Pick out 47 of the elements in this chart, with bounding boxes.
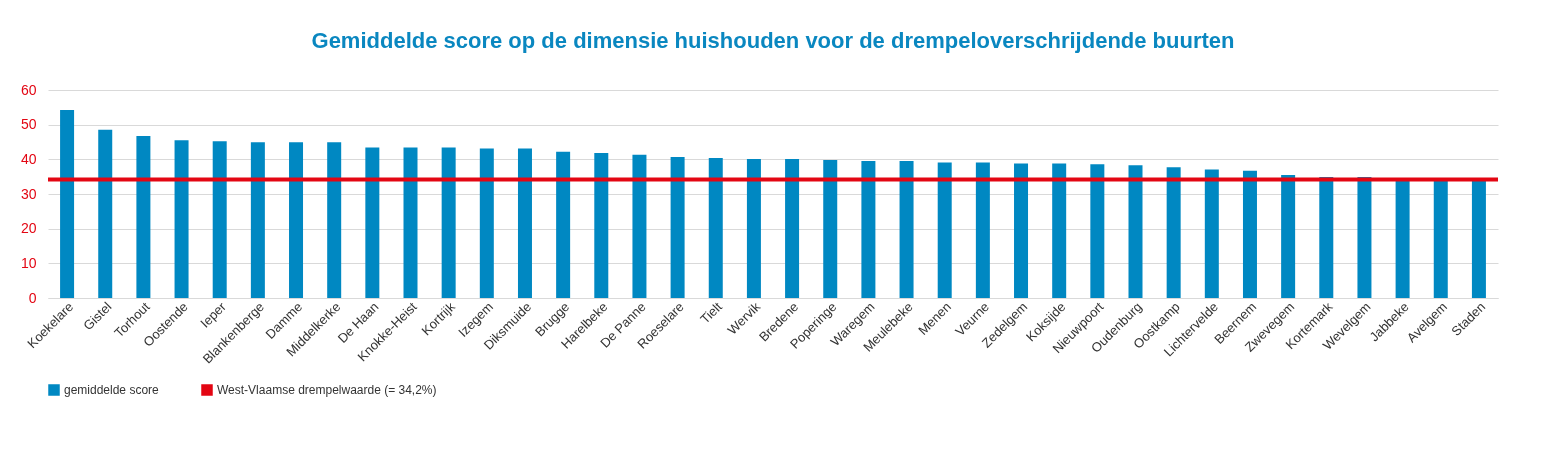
y-tick-label: 30: [20, 185, 37, 202]
bar: [1471, 180, 1486, 298]
bar: [1128, 165, 1143, 298]
bar: [1204, 169, 1219, 298]
bar: [785, 158, 800, 298]
bar: [136, 136, 151, 298]
bar: [1433, 179, 1448, 298]
bar: [212, 141, 227, 298]
bar: [670, 156, 685, 298]
bar: [327, 142, 342, 298]
bar: [1090, 164, 1105, 298]
bar: [250, 142, 265, 298]
bar: [556, 151, 571, 298]
y-tick-label: 10: [20, 254, 37, 271]
bar: [708, 157, 723, 298]
bar: [479, 148, 494, 298]
bar: [594, 153, 609, 298]
bar: [746, 158, 761, 298]
y-tick-label: 60: [20, 81, 37, 98]
y-tick-label: 0: [28, 289, 37, 306]
bar: [289, 142, 304, 298]
bar: [517, 148, 532, 298]
legend-label: gemiddelde score: [64, 383, 160, 397]
bar: [632, 154, 647, 298]
bar: [1395, 179, 1410, 298]
y-tick-label: 40: [20, 150, 37, 167]
bar: [403, 147, 418, 298]
bar: [174, 140, 189, 298]
bar: [365, 147, 380, 298]
bar: [823, 160, 838, 298]
bar: [861, 161, 876, 298]
bar: [98, 129, 113, 298]
bar: [937, 162, 952, 298]
legend-label: West-Vlaamse drempelwaarde (= 34,2%): [217, 383, 437, 397]
y-tick-label: 20: [20, 220, 37, 237]
y-tick-label: 50: [20, 116, 37, 133]
bar: [1242, 170, 1257, 298]
chart-title: Gemiddelde score op de dimensie huishouden voor de drempeloverschrijdende buurten: [311, 28, 1235, 53]
bar: [1166, 167, 1181, 298]
bar: [1281, 174, 1296, 298]
bar: [899, 161, 914, 298]
bar: [975, 162, 990, 298]
bar: [1052, 163, 1067, 298]
bar: [60, 110, 75, 298]
bar: [1014, 163, 1029, 298]
x-tick-label: Tielt: [697, 298, 726, 327]
bar: [441, 147, 456, 298]
